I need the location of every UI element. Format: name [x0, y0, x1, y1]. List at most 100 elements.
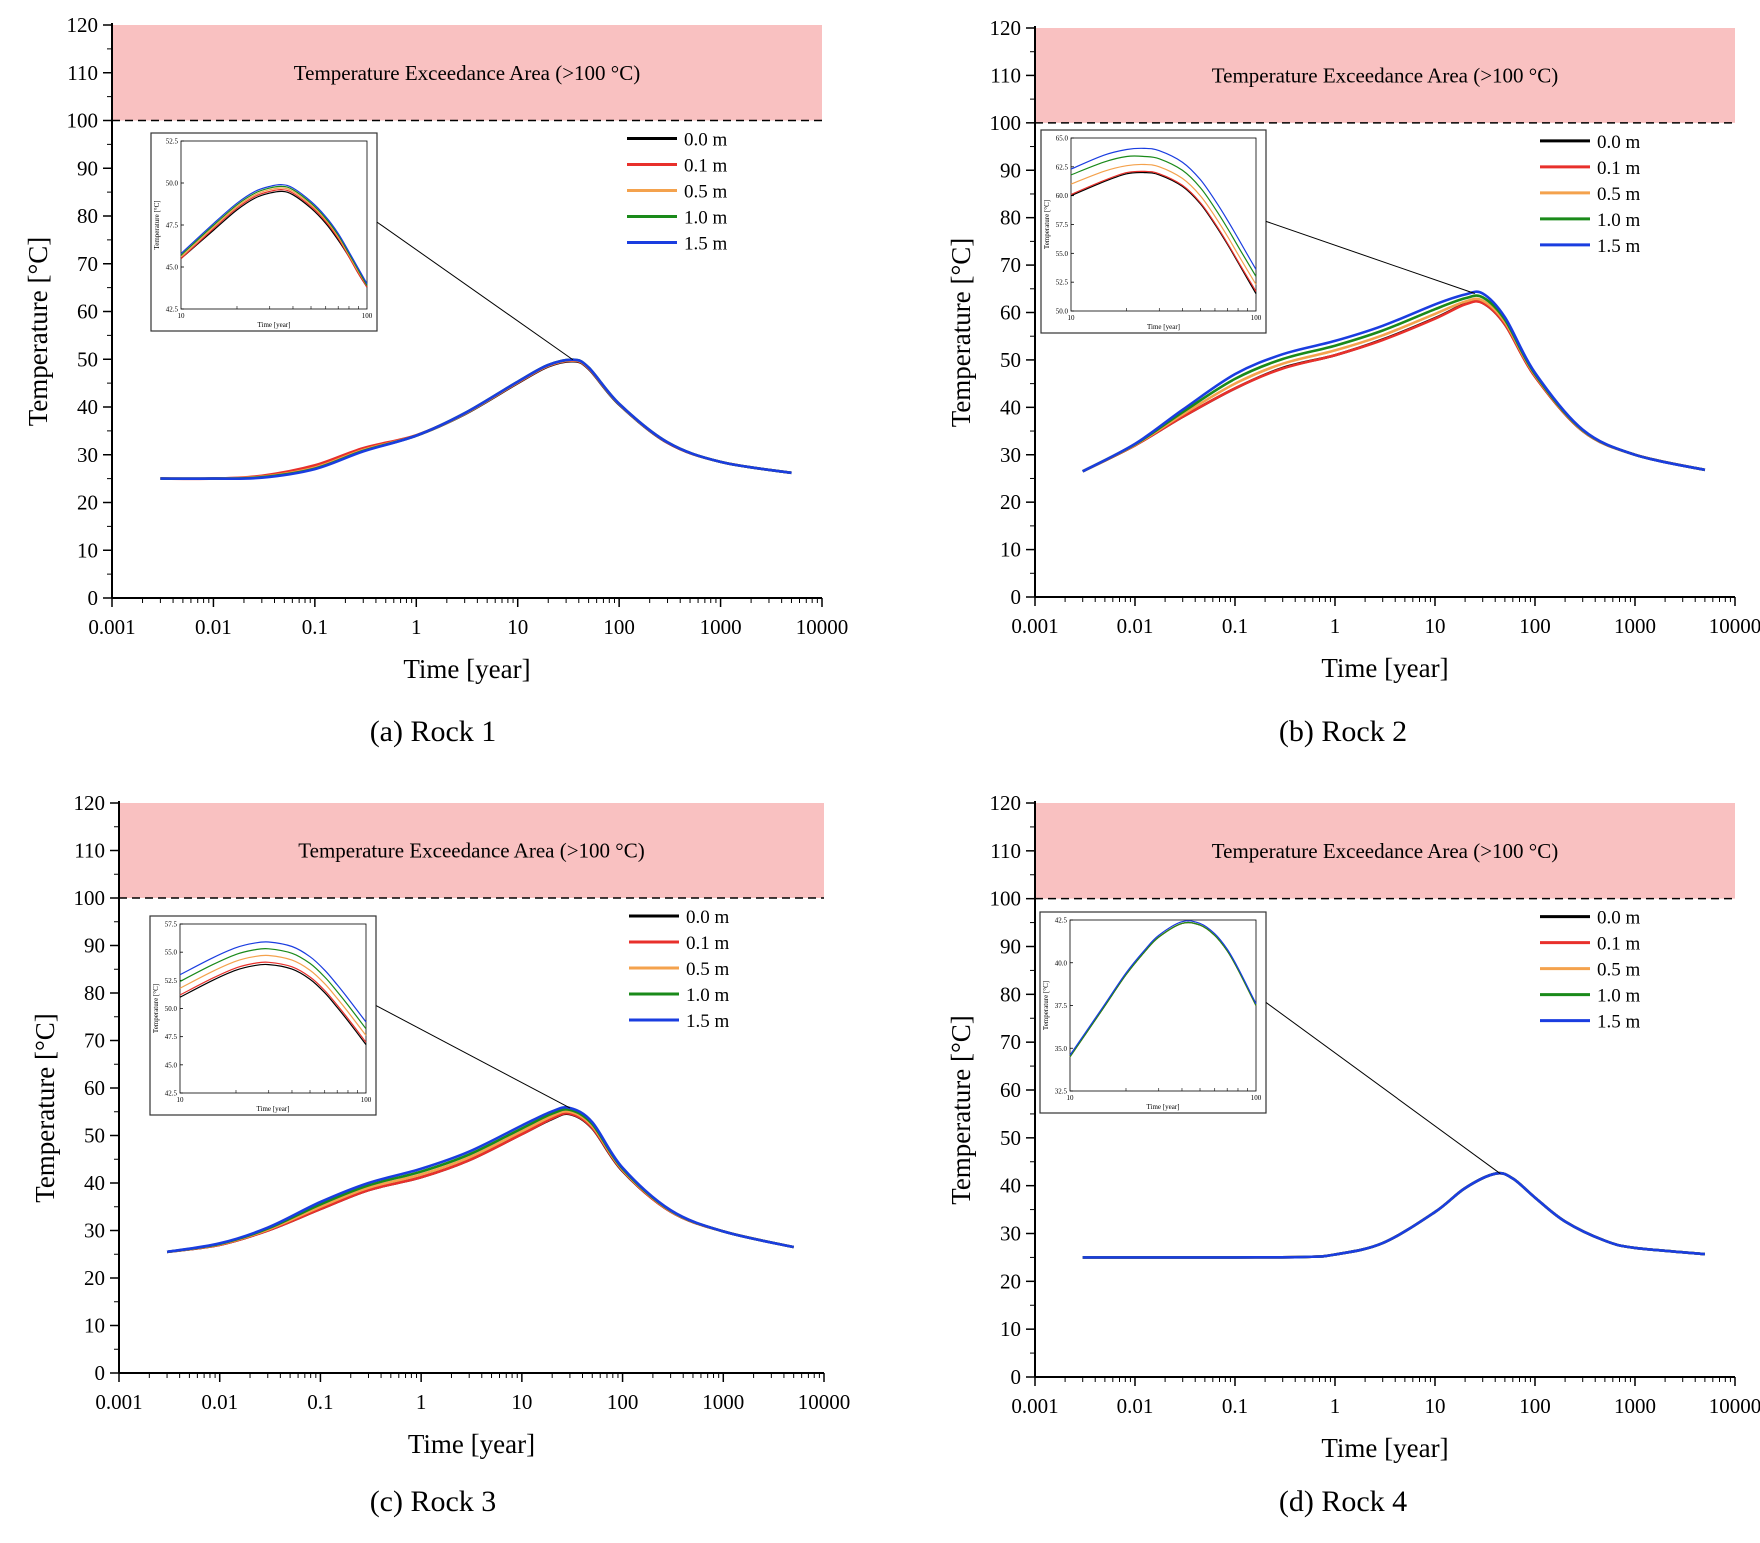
y-tick-label: 120 — [990, 16, 1022, 40]
y-tick-label: 60 — [77, 300, 98, 324]
inset-y-tick-label: 32.5 — [1055, 1088, 1068, 1096]
chart-rock-1-svg: Temperature Exceedance Area (>100 °C) 0 10… — [23, 13, 848, 684]
y-tick-label: 110 — [67, 61, 98, 85]
y-tick-label: 20 — [84, 1266, 105, 1290]
x-tick-label: 10 — [1425, 1394, 1446, 1418]
chart-rock-3-svg: Temperature Exceedance Area (>100 °C)010… — [30, 791, 850, 1459]
legend-label: 0.5 m — [1597, 184, 1641, 205]
y-tick-label: 10 — [1000, 1317, 1021, 1341]
caption-rock-1: (a) Rock 1 — [369, 715, 497, 748]
legend-label: 0.1 m — [1597, 934, 1641, 955]
chart-rock-2: Temperature Exceedance Area (>100 °C) 0 10… — [880, 0, 1760, 700]
y-tick-label: 0 — [88, 586, 99, 610]
y-axis-title: Temperature [°C] — [946, 238, 976, 428]
y-tick-label: 90 — [1000, 158, 1021, 182]
series-line-0-1-m — [160, 359, 792, 481]
chart-rock-4-svg: Temperature Exceedance Area (>100 °C)010… — [946, 791, 1760, 1463]
inset-y-tick-label: 50.0 — [165, 1005, 178, 1013]
inset-series-line-1-5-m — [179, 941, 367, 1023]
series-line-0-0-m — [160, 359, 792, 481]
legend-label: 0.1 m — [686, 933, 730, 954]
inset-x-tick-label: 10 — [178, 312, 186, 320]
x-tick-label: 100 — [607, 1390, 639, 1414]
inset-y-tick-label: 40.0 — [1055, 959, 1068, 967]
y-tick-label: 80 — [1000, 206, 1021, 230]
y-tick-label: 20 — [1000, 490, 1021, 514]
y-tick-label: 80 — [1000, 982, 1021, 1006]
inset-frame — [1040, 129, 1267, 334]
x-axis-title: Time [year] — [1321, 653, 1448, 683]
y-tick-label: 110 — [990, 63, 1021, 87]
x-tick-label: 0.001 — [88, 615, 135, 639]
inset-y-tick-label: 50.0 — [166, 180, 179, 188]
inset-frame — [149, 915, 377, 1116]
exceedance-area — [112, 25, 822, 121]
inset-x-tick-label: 10 — [177, 1096, 185, 1104]
x-tick-label: 0.1 — [307, 1390, 333, 1414]
y-tick-label: 120 — [74, 791, 106, 815]
legend-label: 0.0 m — [1597, 132, 1641, 153]
x-tick-label: 1 — [1330, 614, 1341, 638]
y-tick-label: 90 — [84, 934, 105, 958]
x-tick-label: 0.01 — [1117, 1394, 1154, 1418]
x-axis-title: Time [year] — [1321, 1433, 1448, 1463]
inset-y-tick-label: 55.0 — [1056, 250, 1069, 258]
inset-series-line-1-5-m — [180, 184, 368, 285]
y-tick-label: 50 — [1000, 348, 1021, 372]
inset-y-tick-label: 47.5 — [165, 1033, 178, 1041]
chart-rock-2-svg: Temperature Exceedance Area (>100 °C)010… — [946, 16, 1760, 683]
y-tick-label: 50 — [1000, 1126, 1021, 1150]
y-tick-label: 100 — [990, 887, 1022, 911]
legend-label: 1.0 m — [684, 208, 728, 229]
caption-rock-2: (b) Rock 2 — [1278, 715, 1408, 748]
inset-series-line-0-1-m — [1070, 170, 1257, 292]
series-line-1-5-m — [166, 1105, 794, 1254]
inset-y-tick-label: 47.5 — [166, 222, 179, 230]
y-tick-label: 40 — [84, 1171, 105, 1195]
x-tick-label: 1 — [1330, 1394, 1341, 1418]
legend-label: 1.0 m — [1597, 986, 1641, 1007]
inset-x-tick-label: 100 — [361, 1096, 372, 1104]
x-tick-label: 100 — [1519, 1394, 1551, 1418]
legend-label: 1.0 m — [686, 985, 730, 1006]
y-axis-title: Temperature [°C] — [23, 237, 53, 427]
y-tick-label: 60 — [1000, 301, 1021, 325]
x-tick-label: 10 — [507, 615, 528, 639]
y-tick-label: 100 — [990, 111, 1022, 135]
y-tick-label: 0 — [1011, 1365, 1022, 1389]
y-tick-label: 70 — [77, 252, 98, 276]
x-tick-label: 0.01 — [201, 1390, 238, 1414]
legend-label: 1.0 m — [1597, 210, 1641, 231]
x-axis-title: Time [year] — [403, 654, 530, 684]
y-tick-label: 100 — [74, 886, 106, 910]
inset-x-tick-label: 100 — [1251, 1094, 1262, 1102]
legend-label: 0.5 m — [686, 959, 730, 980]
y-tick-label: 70 — [1000, 1030, 1021, 1054]
series-line-0-0-m — [1082, 1171, 1706, 1259]
y-tick-label: 60 — [84, 1076, 105, 1100]
x-tick-label: 10000 — [1709, 614, 1760, 638]
x-tick-label: 100 — [1519, 614, 1551, 638]
series-line-0-5-m — [160, 358, 792, 481]
x-tick-label: 0.001 — [95, 1390, 142, 1414]
inset-series-line-0-0-m — [179, 963, 367, 1045]
y-axis-title: Temperature [°C] — [946, 1015, 976, 1205]
exceedance-label: Temperature Exceedance Area (>100 °C) — [294, 61, 640, 85]
x-tick-label: 0.1 — [1222, 1394, 1248, 1418]
inset-x-axis-title: Time [year] — [257, 1105, 290, 1113]
legend-label: 1.5 m — [1597, 236, 1641, 257]
y-tick-label: 20 — [1000, 1269, 1021, 1293]
x-tick-label: 0.001 — [1011, 614, 1058, 638]
y-tick-label: 70 — [84, 1029, 105, 1053]
y-tick-label: 80 — [84, 981, 105, 1005]
exceedance-area — [119, 803, 824, 898]
exceedance-label: Temperature Exceedance Area (>100 °C) — [1212, 839, 1558, 863]
legend-label: 0.5 m — [684, 182, 728, 203]
y-tick-label: 10 — [1000, 538, 1021, 562]
legend-label: 0.1 m — [684, 156, 728, 177]
y-tick-label: 10 — [77, 538, 98, 562]
y-tick-label: 90 — [77, 156, 98, 180]
inset-y-tick-label: 55.0 — [165, 949, 178, 957]
x-tick-label: 1000 — [702, 1390, 744, 1414]
inset-y-tick-label: 35.0 — [1055, 1045, 1068, 1053]
